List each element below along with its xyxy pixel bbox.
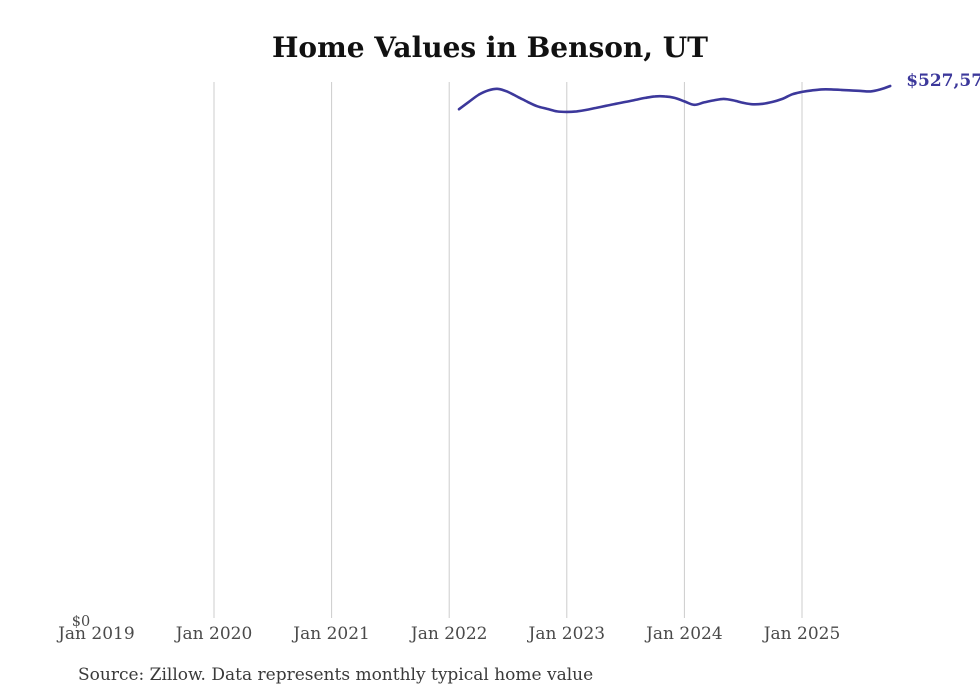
x-tick-jan-2022: Jan 2022 bbox=[410, 624, 488, 644]
y-axis-zero-label: $0 bbox=[71, 614, 91, 630]
x-tick-jan-2020: Jan 2020 bbox=[175, 624, 253, 644]
source-note: Source: Zillow. Data represents monthly … bbox=[78, 665, 594, 685]
chart-title: Home Values in Benson, UT bbox=[271, 31, 709, 64]
line-end-value-label: $527,574 bbox=[906, 71, 980, 91]
x-tick-jan-2019: Jan 2019 bbox=[58, 624, 135, 644]
x-tick-jan-2021: Jan 2021 bbox=[293, 624, 370, 644]
x-tick-jan-2024: Jan 2024 bbox=[646, 624, 723, 644]
x-tick-jan-2025: Jan 2025 bbox=[763, 624, 841, 644]
home-value-line bbox=[457, 84, 892, 114]
x-tick-jan-2023: Jan 2023 bbox=[528, 624, 606, 644]
